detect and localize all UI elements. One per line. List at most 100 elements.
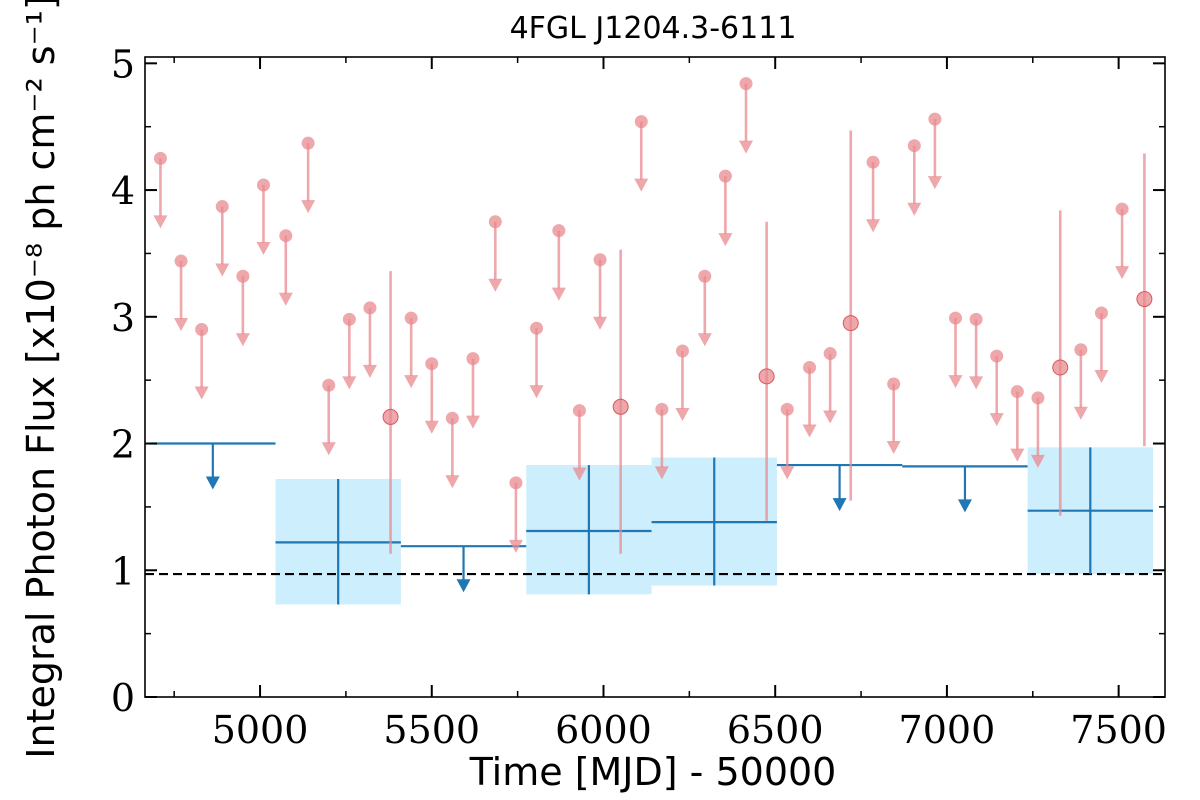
short-bin-ul-arrow-26 <box>697 333 712 347</box>
short-bin-ul-arrow-9 <box>342 376 357 390</box>
short-bin-point-38 <box>949 311 963 325</box>
y-tick-label-5: 5 <box>111 42 135 86</box>
short-bin-ul-arrow-45 <box>1094 370 1109 383</box>
short-bin-point-4 <box>236 269 250 283</box>
y-tick-label-3: 3 <box>111 296 135 340</box>
short-bin-point-6 <box>279 229 293 243</box>
short-bin-point-37 <box>928 112 942 126</box>
short-bin-point-18 <box>530 321 544 335</box>
short-bin-point-13 <box>425 357 439 371</box>
plot-area <box>145 77 1165 605</box>
short-bin-ul-arrow-21 <box>593 316 608 330</box>
short-bin-point-44 <box>1074 343 1088 357</box>
short-bin-point-45 <box>1094 306 1108 320</box>
short-bin-ul-arrow-27 <box>718 233 733 247</box>
short-bin-ul-arrow-5 <box>256 242 271 255</box>
short-bin-point-42 <box>1031 391 1045 405</box>
short-bin-ul-arrow-25 <box>675 408 690 422</box>
short-bin-ul-arrow-37 <box>927 176 942 190</box>
short-bin-point-25 <box>675 344 689 358</box>
short-bin-ul-arrow-19 <box>551 287 566 301</box>
short-bin-point-15 <box>466 352 480 366</box>
short-bin-ul-arrow-44 <box>1073 406 1088 420</box>
x-tick-label-0: 5000 <box>212 708 309 752</box>
short-bin-point-21 <box>593 253 607 267</box>
short-bin-ul-arrow-35 <box>886 440 901 454</box>
y-tick-label-4: 4 <box>111 169 135 213</box>
short-bin-ul-arrow-15 <box>465 415 480 429</box>
short-bin-ul-arrow-2 <box>194 386 209 400</box>
x-tick-label-1: 5500 <box>383 708 480 752</box>
short-bin-point-19 <box>552 224 566 238</box>
short-bin-point-36 <box>907 139 921 153</box>
short-bin-point-23 <box>634 115 648 129</box>
short-bin-ul-arrow-24 <box>654 466 669 480</box>
short-bin-point-1 <box>174 254 188 268</box>
short-bin-point-41 <box>1010 385 1024 399</box>
short-bin-point-35 <box>887 377 901 391</box>
short-bin-ul-arrow-28 <box>739 140 754 154</box>
short-bin-detection-43 <box>1052 359 1069 376</box>
short-bin-ul-arrow-31 <box>802 424 817 438</box>
y-tick-label-0: 0 <box>111 676 135 720</box>
short-bin-point-12 <box>404 311 418 325</box>
short-bin-ul-arrow-39 <box>969 376 984 390</box>
short-bin-ul-arrow-38 <box>948 375 963 389</box>
short-bin-ul-arrow-36 <box>907 202 922 216</box>
short-bin-point-31 <box>803 360 817 374</box>
short-bin-point-40 <box>990 349 1004 363</box>
short-bin-point-9 <box>342 312 356 326</box>
short-bin-detection-33 <box>842 315 859 332</box>
plot-frame <box>144 56 1166 698</box>
short-bin-point-39 <box>969 312 983 326</box>
short-bin-point-14 <box>445 411 459 425</box>
short-bin-ul-arrow-14 <box>445 475 460 489</box>
short-bin-ul-arrow-17 <box>508 539 523 553</box>
long-bin-ul-arrow-2 <box>456 579 471 593</box>
short-bin-point-3 <box>215 200 229 214</box>
y-axis-label: Integral Photon Flux [x10⁻⁸ ph cm⁻² s⁻¹] <box>19 0 63 759</box>
short-bin-ul-arrow-8 <box>321 442 336 456</box>
short-bin-ul-arrow-12 <box>404 375 419 389</box>
short-bin-ul-arrow-30 <box>780 466 795 480</box>
short-bin-ul-arrow-1 <box>174 318 189 332</box>
short-bin-ul-arrow-6 <box>278 292 293 306</box>
short-bin-detection-22 <box>612 398 629 415</box>
short-bin-ul-arrow-0 <box>153 215 168 229</box>
long-bin-ul-arrow-5 <box>832 498 847 512</box>
short-bin-detection-11 <box>382 408 399 425</box>
short-bin-ul-arrow-41 <box>1010 448 1025 462</box>
short-bin-point-17 <box>509 476 523 490</box>
short-bin-point-20 <box>572 404 586 418</box>
short-bin-point-16 <box>488 215 502 229</box>
short-bin-ul-arrow-13 <box>424 420 439 434</box>
x-tick-label-5: 7500 <box>1070 708 1167 752</box>
short-bin-point-24 <box>655 402 669 416</box>
chart-title: 4FGL J1204.3-6111 <box>510 11 797 46</box>
x-tick-label-3: 6500 <box>727 708 824 752</box>
short-bin-point-32 <box>823 347 837 361</box>
axis-ticks: 5000 5500 6000 6500 7000 7500 0 1 2 3 4 5 <box>111 42 1167 752</box>
short-bin-point-30 <box>780 402 794 416</box>
short-bin-ul-arrow-10 <box>362 364 377 378</box>
short-bin-ul-arrow-18 <box>529 385 544 399</box>
y-tick-label-2: 2 <box>111 423 135 467</box>
short-bin-ul-arrow-4 <box>235 333 250 347</box>
short-bin-point-2 <box>195 322 209 336</box>
x-tick-label-2: 6000 <box>555 708 652 752</box>
short-bin-ul-arrow-42 <box>1030 454 1045 468</box>
short-bin-point-7 <box>301 136 315 150</box>
short-bin-point-10 <box>363 301 377 315</box>
short-bin-ul-arrow-46 <box>1115 266 1130 280</box>
short-bin-point-8 <box>322 378 336 392</box>
short-bin-ul-arrow-16 <box>488 278 503 292</box>
short-bin-detection-29 <box>758 368 775 385</box>
long-bin-ul-arrow-6 <box>957 499 972 513</box>
short-bin-ul-arrow-3 <box>215 263 230 277</box>
x-axis-label: Time [MJD] - 50000 <box>469 750 837 794</box>
short-bin-point-34 <box>866 155 880 169</box>
long-bin-ul-arrow-0 <box>205 476 220 490</box>
short-bin-point-46 <box>1115 202 1129 216</box>
short-bin-ul-arrow-20 <box>572 467 587 481</box>
